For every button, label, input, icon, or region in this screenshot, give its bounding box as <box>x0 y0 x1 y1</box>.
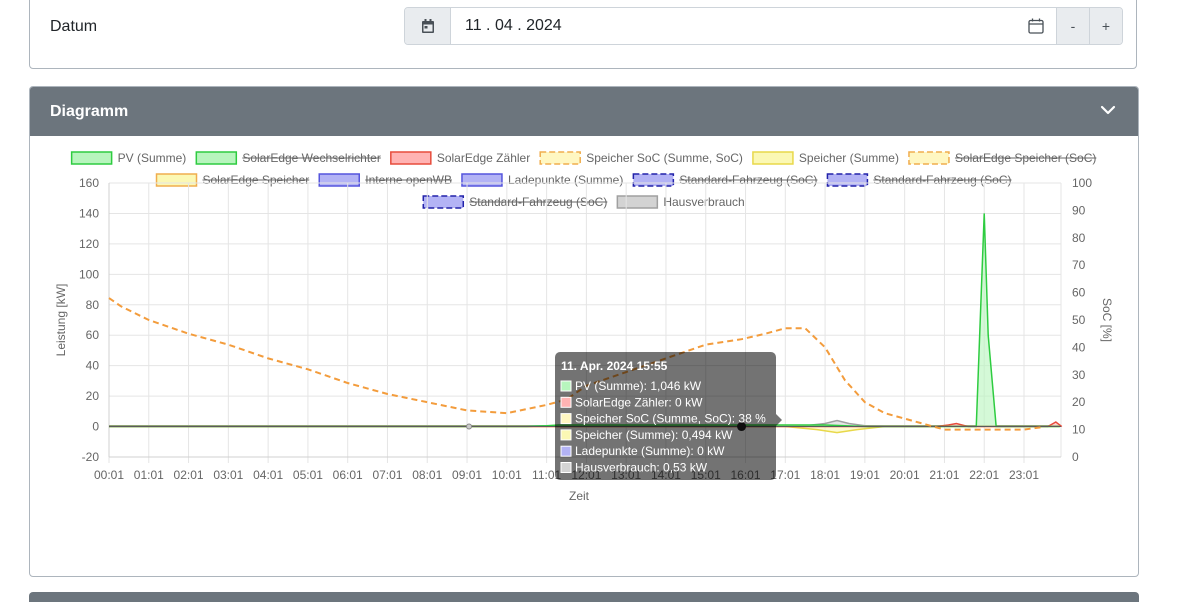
legend-label: SolarEdge Zähler <box>437 151 530 165</box>
legend-swatch <box>70 151 113 165</box>
legend-swatch <box>826 173 869 187</box>
y2-tick-label: 50 <box>1072 313 1086 327</box>
y-axis-title: Leistung [kW] <box>54 284 68 357</box>
x-tick-label: 02:01 <box>174 468 204 482</box>
legend-label: Hausverbrauch <box>663 195 744 209</box>
tooltip-row: SolarEdge Zähler: 0 kW <box>575 395 703 409</box>
chevron-down-icon[interactable] <box>1100 104 1116 116</box>
y-tick-label: 160 <box>79 176 99 190</box>
chart-card-header[interactable]: Diagramm <box>30 87 1138 136</box>
legend-swatch <box>422 195 465 209</box>
legend-label: Speicher (Summe) <box>799 151 899 165</box>
date-picker-button[interactable] <box>1016 8 1056 44</box>
x-tick-label: 06:01 <box>333 468 363 482</box>
calendar-icon <box>421 18 434 33</box>
legend-swatch <box>461 173 503 187</box>
chart-card-title: Diagramm <box>50 102 129 120</box>
x-tick-label: 23:01 <box>1009 468 1039 482</box>
y-tick-label: 80 <box>86 298 100 312</box>
x-tick-label: 19:01 <box>850 468 880 482</box>
x-tick-label: 08:01 <box>412 468 442 482</box>
tooltip-row: Hausverbrauch: 0,53 kW <box>575 461 708 475</box>
x-tick-label: 20:01 <box>890 468 920 482</box>
speicher-series-area <box>109 426 1060 433</box>
tooltip-title: 11. Apr. 2024 15:55 <box>561 359 668 373</box>
x-tick-label: 00:01 <box>94 468 124 482</box>
date-plus-button[interactable]: + <box>1089 8 1122 44</box>
x-axis-title: Zeit <box>569 489 590 503</box>
x-tick-label: 22:01 <box>969 468 999 482</box>
legend-swatch <box>752 151 794 165</box>
pv-series-line <box>109 213 1060 428</box>
y2-tick-label: 30 <box>1072 368 1086 382</box>
x-tick-label: 04:01 <box>253 468 283 482</box>
tooltip-swatch <box>560 429 572 441</box>
y-tick-label: 140 <box>79 206 99 220</box>
legend-label: Ladepunkte (Summe) <box>508 173 623 187</box>
tooltip-swatch <box>560 396 572 408</box>
tooltip-swatch <box>560 413 572 425</box>
y-tick-label: 60 <box>86 328 100 342</box>
tooltip-swatch <box>560 380 572 392</box>
x-tick-label: 18:01 <box>810 468 840 482</box>
y2-tick-label: 80 <box>1072 231 1086 245</box>
tooltip-box <box>555 352 776 480</box>
tooltip-row: PV (Summe): 1,046 kW <box>575 379 702 393</box>
date-card: Datum 11 . 04 . 2024 - + <box>29 0 1137 69</box>
date-minus-button[interactable]: - <box>1056 8 1089 44</box>
y2-tick-label: 90 <box>1072 203 1086 217</box>
legend-label: Speicher SoC (Summe, SoC) <box>586 151 743 165</box>
x-tick-label: 21:01 <box>929 468 959 482</box>
tooltip-row: Speicher (Summe): 0,494 kW <box>575 428 733 442</box>
y2-tick-label: 0 <box>1072 450 1079 464</box>
x-tick-label: 10:01 <box>492 468 522 482</box>
chart-card: Diagramm PV (Summe) SolarEdge Wechselrich… <box>29 86 1139 577</box>
y-tick-label: 40 <box>86 359 100 373</box>
y2-tick-label: 70 <box>1072 258 1086 272</box>
legend-swatch <box>318 173 360 187</box>
x-tick-label: 07:01 <box>372 468 402 482</box>
x-tick-label: 09:01 <box>452 468 482 482</box>
y2-tick-label: 100 <box>1072 176 1092 190</box>
y2-tick-label: 20 <box>1072 395 1086 409</box>
legend-swatch <box>155 173 198 187</box>
legend-swatch <box>390 151 432 165</box>
legend-label: PV (Summe) <box>118 151 187 165</box>
legend-swatch <box>539 151 581 165</box>
x-tick-label: 17:01 <box>770 468 800 482</box>
x-tick-label: 11:01 <box>532 468 561 482</box>
date-label: Datum <box>50 18 98 35</box>
tooltip-swatch <box>560 445 572 457</box>
y2-tick-label: 60 <box>1072 286 1086 300</box>
soc-series-line <box>108 297 1045 431</box>
data-point-marker <box>466 423 473 430</box>
legend-swatch <box>616 195 659 209</box>
energy-chart: PV (Summe) SolarEdge Wechselrichter SolarE… <box>54 151 1114 503</box>
legend-swatch <box>195 151 238 165</box>
y2-tick-label: 40 <box>1072 340 1086 354</box>
y2-axis-title: SoC [%] <box>1100 298 1114 342</box>
next-card-header[interactable] <box>29 592 1139 602</box>
y-tick-label: 20 <box>86 389 100 403</box>
legend-swatch <box>908 151 950 165</box>
x-tick-label: 05:01 <box>293 468 323 482</box>
date-input[interactable]: 11 . 04 . 2024 <box>465 17 562 34</box>
y2-tick-label: 10 <box>1072 423 1086 437</box>
x-tick-label: 01:01 <box>134 468 164 482</box>
y-tick-label: 100 <box>79 267 99 281</box>
calendar-addon <box>405 8 451 44</box>
y-tick-label: 120 <box>79 237 99 251</box>
legend-swatch <box>632 173 675 187</box>
y-tick-label: 0 <box>92 420 99 434</box>
tooltip-swatch <box>560 462 572 473</box>
tooltip-row: Ladepunkte (Summe): 0 kW <box>575 444 725 458</box>
tooltip-caret <box>776 414 782 426</box>
calendar-outline-icon <box>1028 18 1044 34</box>
x-tick-label: 03:01 <box>213 468 243 482</box>
y-tick-label: -20 <box>82 450 100 464</box>
date-input-group: 11 . 04 . 2024 - + <box>404 7 1123 45</box>
tooltip-row: Speicher SoC (Summe, SoC): 38 % <box>575 412 766 426</box>
